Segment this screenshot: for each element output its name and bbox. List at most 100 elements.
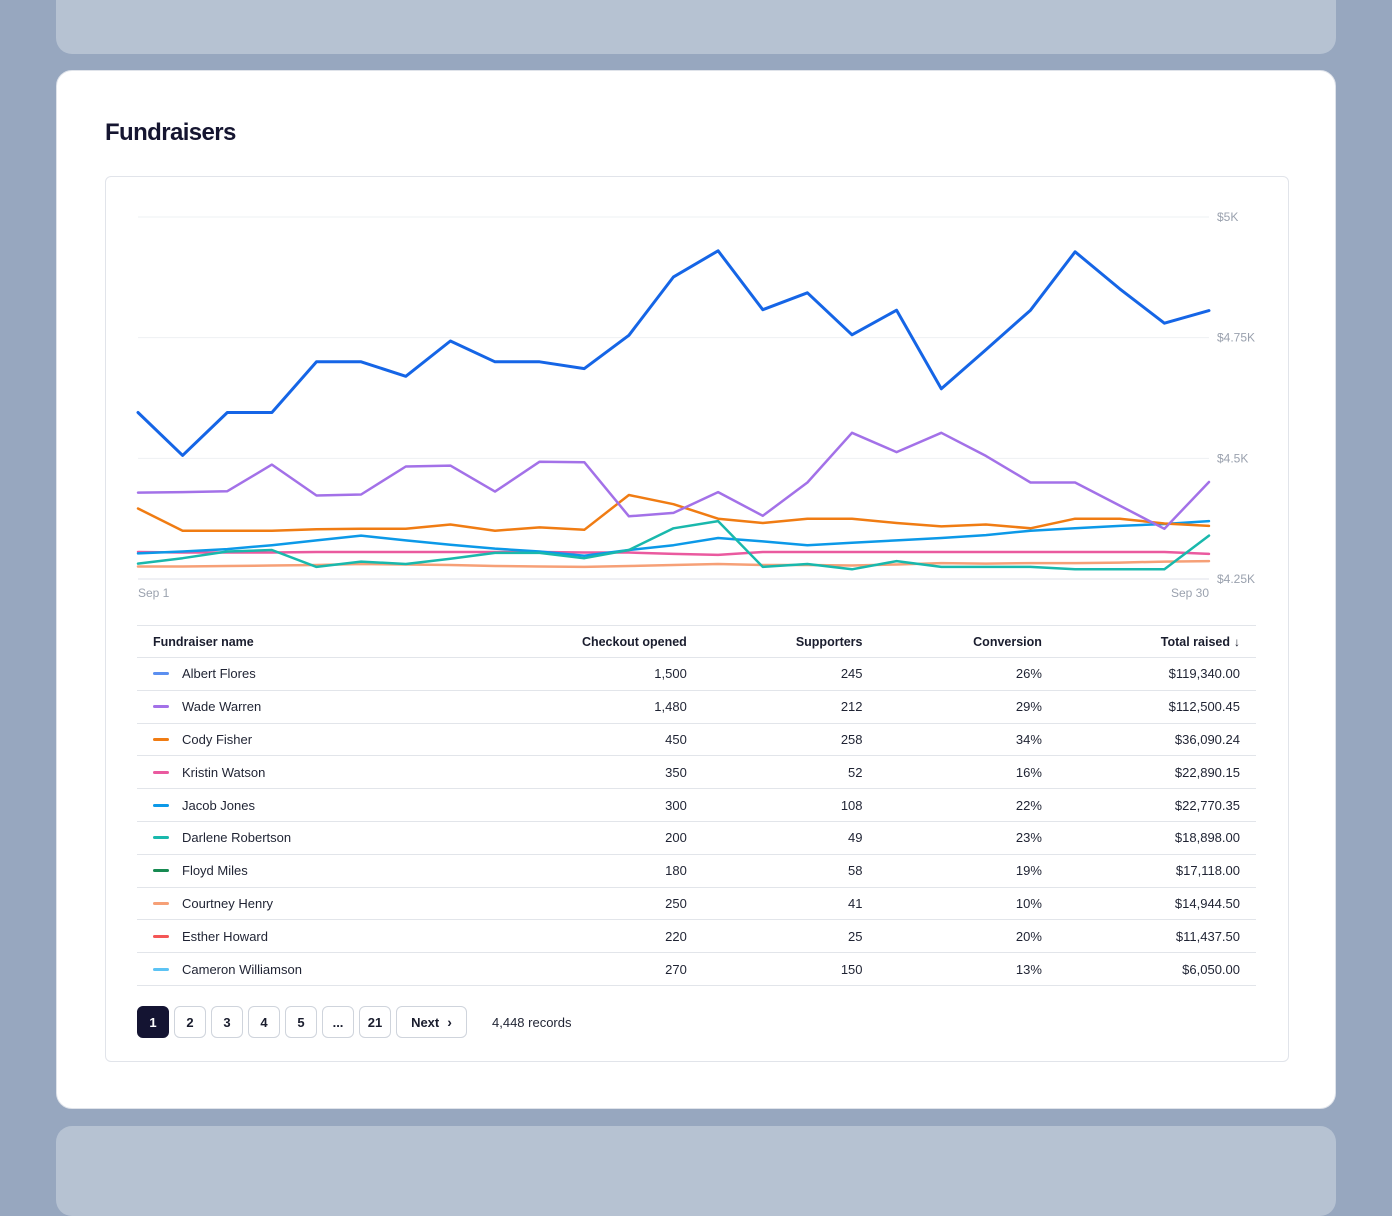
cell-conversion: 10%	[878, 887, 1058, 921]
cell-fundraiser-name: Kristin Watson	[137, 755, 460, 790]
cell-conversion: 29%	[878, 690, 1058, 724]
header-checkout-opened[interactable]: Checkout opened	[581, 634, 687, 649]
fundraiser-name-text: Cody Fisher	[182, 731, 253, 747]
y-tick-label: $5K	[1217, 210, 1238, 224]
table-row[interactable]: Kristin Watson 350 52 16% $22,890.15	[137, 755, 1256, 790]
page-button-1[interactable]: 1	[137, 1006, 169, 1038]
cell-supporters: 58	[702, 854, 879, 888]
cell-supporters: 212	[702, 690, 879, 724]
fundraisers-line-chart: $5K $4.75K $4.5K $4.25K Sep 1 Sep 30	[136, 210, 1255, 600]
cell-total-raised: $22,770.35	[1057, 788, 1256, 822]
previous-card	[56, 0, 1336, 54]
fundraiser-name-text: Albert Flores	[182, 666, 256, 682]
series-line-cody-fisher	[136, 493, 1211, 532]
table-row[interactable]: Floyd Miles 180 58 19% $17,118.00	[137, 854, 1256, 888]
cell-checkout-opened: 1,480	[459, 690, 703, 724]
cell-fundraiser-name: Darlene Robertson	[137, 821, 460, 855]
page-ellipsis[interactable]: ...	[322, 1006, 354, 1038]
series-color-swatch	[153, 967, 169, 971]
sort-arrow-down-icon: ↓	[1234, 634, 1240, 649]
next-label: Next	[411, 1014, 440, 1030]
table-body: Albert Flores 1,500 245 26% $119,340.00 Wade …	[137, 657, 1256, 986]
table-row[interactable]: Wade Warren 1,480 212 29% $112,500.45	[137, 690, 1256, 724]
cell-total-raised: $14,944.50	[1057, 887, 1256, 921]
series-line-courtney-henry	[136, 559, 1211, 569]
header-conversion[interactable]: Conversion	[973, 634, 1042, 649]
series-color-swatch	[153, 836, 169, 840]
series-line-wade-warren	[136, 431, 1211, 531]
cell-conversion: 19%	[878, 854, 1058, 888]
series-color-swatch	[153, 934, 169, 938]
series-color-swatch	[153, 738, 169, 742]
series-line-albert-flores	[136, 249, 1211, 457]
cell-fundraiser-name: Wade Warren	[137, 690, 460, 724]
table-row[interactable]: Esther Howard 220 25 20% $11,437.50	[137, 919, 1256, 954]
cell-checkout-opened: 250	[459, 887, 703, 921]
cell-total-raised: $18,898.00	[1057, 821, 1256, 855]
fundraiser-name-text: Kristin Watson	[182, 764, 266, 780]
cell-checkout-opened: 200	[459, 821, 703, 855]
pagination: 1 2 3 4 5... 21 Next › 4,448 records	[137, 1005, 572, 1039]
cell-supporters: 25	[702, 919, 879, 954]
records-count: 4,448 records	[492, 1014, 572, 1030]
series-line-jacob-jones	[136, 519, 1211, 558]
fundraiser-name-text: Jacob Jones	[182, 797, 255, 813]
fundraisers-table: Fundraiser name Checkout opened Supporte…	[137, 625, 1256, 986]
table-row[interactable]: Albert Flores 1,500 245 26% $119,340.00	[137, 657, 1256, 691]
chevron-right-icon: ›	[447, 1014, 452, 1030]
page-button-4[interactable]: 4	[248, 1006, 280, 1038]
cell-fundraiser-name: Cameron Williamson	[137, 952, 460, 986]
cell-total-raised: $119,340.00	[1057, 657, 1256, 691]
cell-fundraiser-name: Courtney Henry	[137, 887, 460, 921]
cell-checkout-opened: 180	[459, 854, 703, 888]
table-row[interactable]: Darlene Robertson 200 49 23% $18,898.00	[137, 821, 1256, 855]
y-tick-label: $4.75K	[1217, 331, 1255, 345]
series-line-darlene-robertson	[136, 519, 1211, 571]
page-button-3[interactable]: 3	[211, 1006, 243, 1038]
x-tick-label: Sep 30	[1171, 586, 1209, 600]
table-header-row: Fundraiser name Checkout opened Supporte…	[137, 625, 1256, 658]
cell-checkout-opened: 450	[459, 723, 703, 757]
cell-conversion: 23%	[878, 821, 1058, 855]
cell-conversion: 20%	[878, 919, 1058, 954]
page-title: Fundraisers	[105, 119, 236, 146]
fundraiser-name-text: Cameron Williamson	[182, 961, 302, 977]
page-button-5[interactable]: 5	[285, 1006, 317, 1038]
x-tick-label: Sep 1	[138, 586, 170, 600]
fundraiser-name-text: Floyd Miles	[182, 863, 248, 879]
series-line-kristin-watson	[136, 550, 1211, 557]
series-color-swatch	[153, 770, 169, 774]
cell-fundraiser-name: Cody Fisher	[137, 723, 460, 757]
page-button-21[interactable]: 21	[359, 1006, 391, 1038]
header-fundraiser-name[interactable]: Fundraiser name	[153, 634, 254, 649]
fundraisers-panel: $5K $4.75K $4.5K $4.25K Sep 1 Sep 30 Fundrais…	[105, 176, 1289, 1062]
series-color-swatch	[153, 869, 169, 873]
cell-supporters: 49	[702, 821, 879, 855]
table-row[interactable]: Cameron Williamson 270 150 13% $6,050.00	[137, 952, 1256, 986]
header-total-raised-label: Total raised	[1160, 634, 1230, 649]
cell-fundraiser-name: Jacob Jones	[137, 788, 460, 822]
cell-fundraiser-name: Esther Howard	[137, 919, 460, 954]
header-total-raised[interactable]: Total raised ↓	[1058, 626, 1256, 658]
cell-checkout-opened: 1,500	[459, 657, 703, 691]
next-card	[56, 1126, 1336, 1216]
cell-total-raised: $6,050.00	[1057, 952, 1256, 986]
y-tick-label: $4.25K	[1217, 572, 1255, 586]
cell-fundraiser-name: Floyd Miles	[137, 854, 460, 888]
header-supporters[interactable]: Supporters	[795, 634, 863, 649]
fundraisers-table-wrap: Fundraiser name Checkout opened Supporte…	[137, 625, 1256, 986]
table-row[interactable]: Jacob Jones 300 108 22% $22,770.35	[137, 788, 1256, 822]
cell-total-raised: $11,437.50	[1057, 919, 1256, 954]
cell-conversion: 26%	[878, 657, 1058, 691]
cell-checkout-opened: 220	[459, 919, 703, 954]
cell-total-raised: $112,500.45	[1057, 690, 1256, 724]
page-button-2[interactable]: 2	[174, 1006, 206, 1038]
cell-conversion: 34%	[878, 723, 1058, 757]
cell-conversion: 16%	[878, 755, 1058, 790]
next-page-button[interactable]: Next ›	[396, 1006, 467, 1038]
table-row[interactable]: Courtney Henry 250 41 10% $14,944.50	[137, 887, 1256, 921]
cell-supporters: 150	[702, 952, 879, 986]
cell-supporters: 108	[702, 788, 879, 822]
cell-fundraiser-name: Albert Flores	[137, 657, 460, 691]
table-row[interactable]: Cody Fisher 450 258 34% $36,090.24	[137, 723, 1256, 757]
